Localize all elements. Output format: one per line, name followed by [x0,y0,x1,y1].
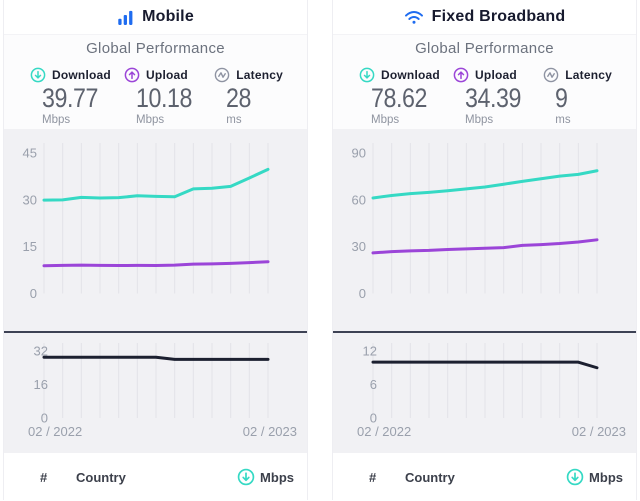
svg-text:02 / 2022: 02 / 2022 [28,424,82,439]
latency-stat[interactable]: Latency 9 ms [543,67,612,129]
stats-row: Download 39.77 Mbps Upload 10.18 [4,61,307,129]
svg-text:02 / 2022: 02 / 2022 [357,424,411,439]
download-circle-icon [237,468,255,486]
svg-text:60: 60 [352,192,366,207]
download-circle-icon [359,67,375,83]
svg-text:02 / 2023: 02 / 2023 [243,424,297,439]
stat-label: Download [381,68,440,82]
section-title: Global Performance [86,40,225,57]
download-stat[interactable]: Download 39.77 Mbps [30,67,111,129]
svg-text:15: 15 [23,239,37,254]
mbps-column-header[interactable]: Mbps [237,468,294,486]
mobile-card: Mobile Global Performance Download 39.77 [3,0,308,501]
stat-value: 9 [555,83,568,113]
stat-value: 10.18 [136,83,193,113]
country-table-header: # Country Mbps [4,453,307,501]
wifi-icon [404,10,424,25]
fixed-broadband-tab[interactable]: Fixed Broadband [333,0,636,35]
metric-label: Mbps [260,469,294,485]
rank-column-header: # [369,469,377,485]
country-table-header: # Country Mbps [333,453,636,501]
stat-value: 28 [226,83,252,113]
chart-divider [333,331,636,333]
fixed-broadband-card: Fixed Broadband Global Performance Downl… [332,0,637,501]
stat-label: Latency [236,68,283,82]
upload-stat[interactable]: Upload 34.39 Mbps [453,67,530,129]
latency-stat[interactable]: Latency 28 ms [214,67,283,129]
stat-value: 39.77 [42,83,98,113]
svg-text:32: 32 [34,344,48,359]
svg-text:0: 0 [41,411,48,426]
stat-label: Upload [475,68,517,82]
mobile-speed-chart: 0 15 30 45 [4,129,307,331]
svg-text:12: 12 [363,344,377,359]
stat-unit: Mbps [136,113,165,126]
mobile-latency-chart: 0 16 32 02 / 2022 02 / 2023 [4,333,307,453]
svg-text:16: 16 [34,377,48,392]
svg-text:0: 0 [359,286,366,301]
svg-text:45: 45 [23,146,37,161]
download-stat[interactable]: Download 78.62 Mbps [359,67,440,129]
svg-text:30: 30 [352,239,366,254]
country-column-header: Country [405,469,455,485]
svg-text:0: 0 [370,411,377,426]
card-title: Fixed Broadband [431,8,566,25]
download-circle-icon [30,67,46,83]
rank-column-header: # [40,469,48,485]
upload-stat[interactable]: Upload 10.18 Mbps [124,67,201,129]
country-column-header: Country [76,469,126,485]
stat-label: Download [52,68,111,82]
stat-unit: Mbps [42,113,71,126]
svg-text:6: 6 [370,377,377,392]
stat-unit: Mbps [465,113,494,126]
chart-divider [4,331,307,333]
download-circle-icon [566,468,584,486]
latency-circle-icon [543,67,559,83]
stat-label: Upload [146,68,188,82]
latency-circle-icon [214,67,230,83]
stat-value: 34.39 [465,83,522,113]
fixed-speed-chart: 0 30 60 90 [333,129,636,331]
mobile-signal-bars-icon [117,9,134,26]
section-title: Global Performance [415,40,554,57]
stat-unit: ms [555,113,571,126]
stat-unit: Mbps [371,113,400,126]
svg-text:0: 0 [30,286,37,301]
stat-value: 78.62 [371,83,427,113]
metric-label: Mbps [589,469,623,485]
stat-label: Latency [565,68,612,82]
svg-text:90: 90 [352,146,366,161]
stat-unit: ms [226,113,242,126]
mbps-column-header[interactable]: Mbps [566,468,623,486]
upload-circle-icon [124,67,140,83]
upload-circle-icon [453,67,469,83]
card-title: Mobile [142,8,194,25]
svg-text:02 / 2023: 02 / 2023 [572,424,626,439]
fixed-latency-chart: 0 6 12 02 / 2022 02 / 2023 [333,333,636,453]
svg-text:30: 30 [23,192,37,207]
stats-row: Download 78.62 Mbps Upload 34.39 [333,61,636,129]
mobile-tab[interactable]: Mobile [4,0,307,35]
